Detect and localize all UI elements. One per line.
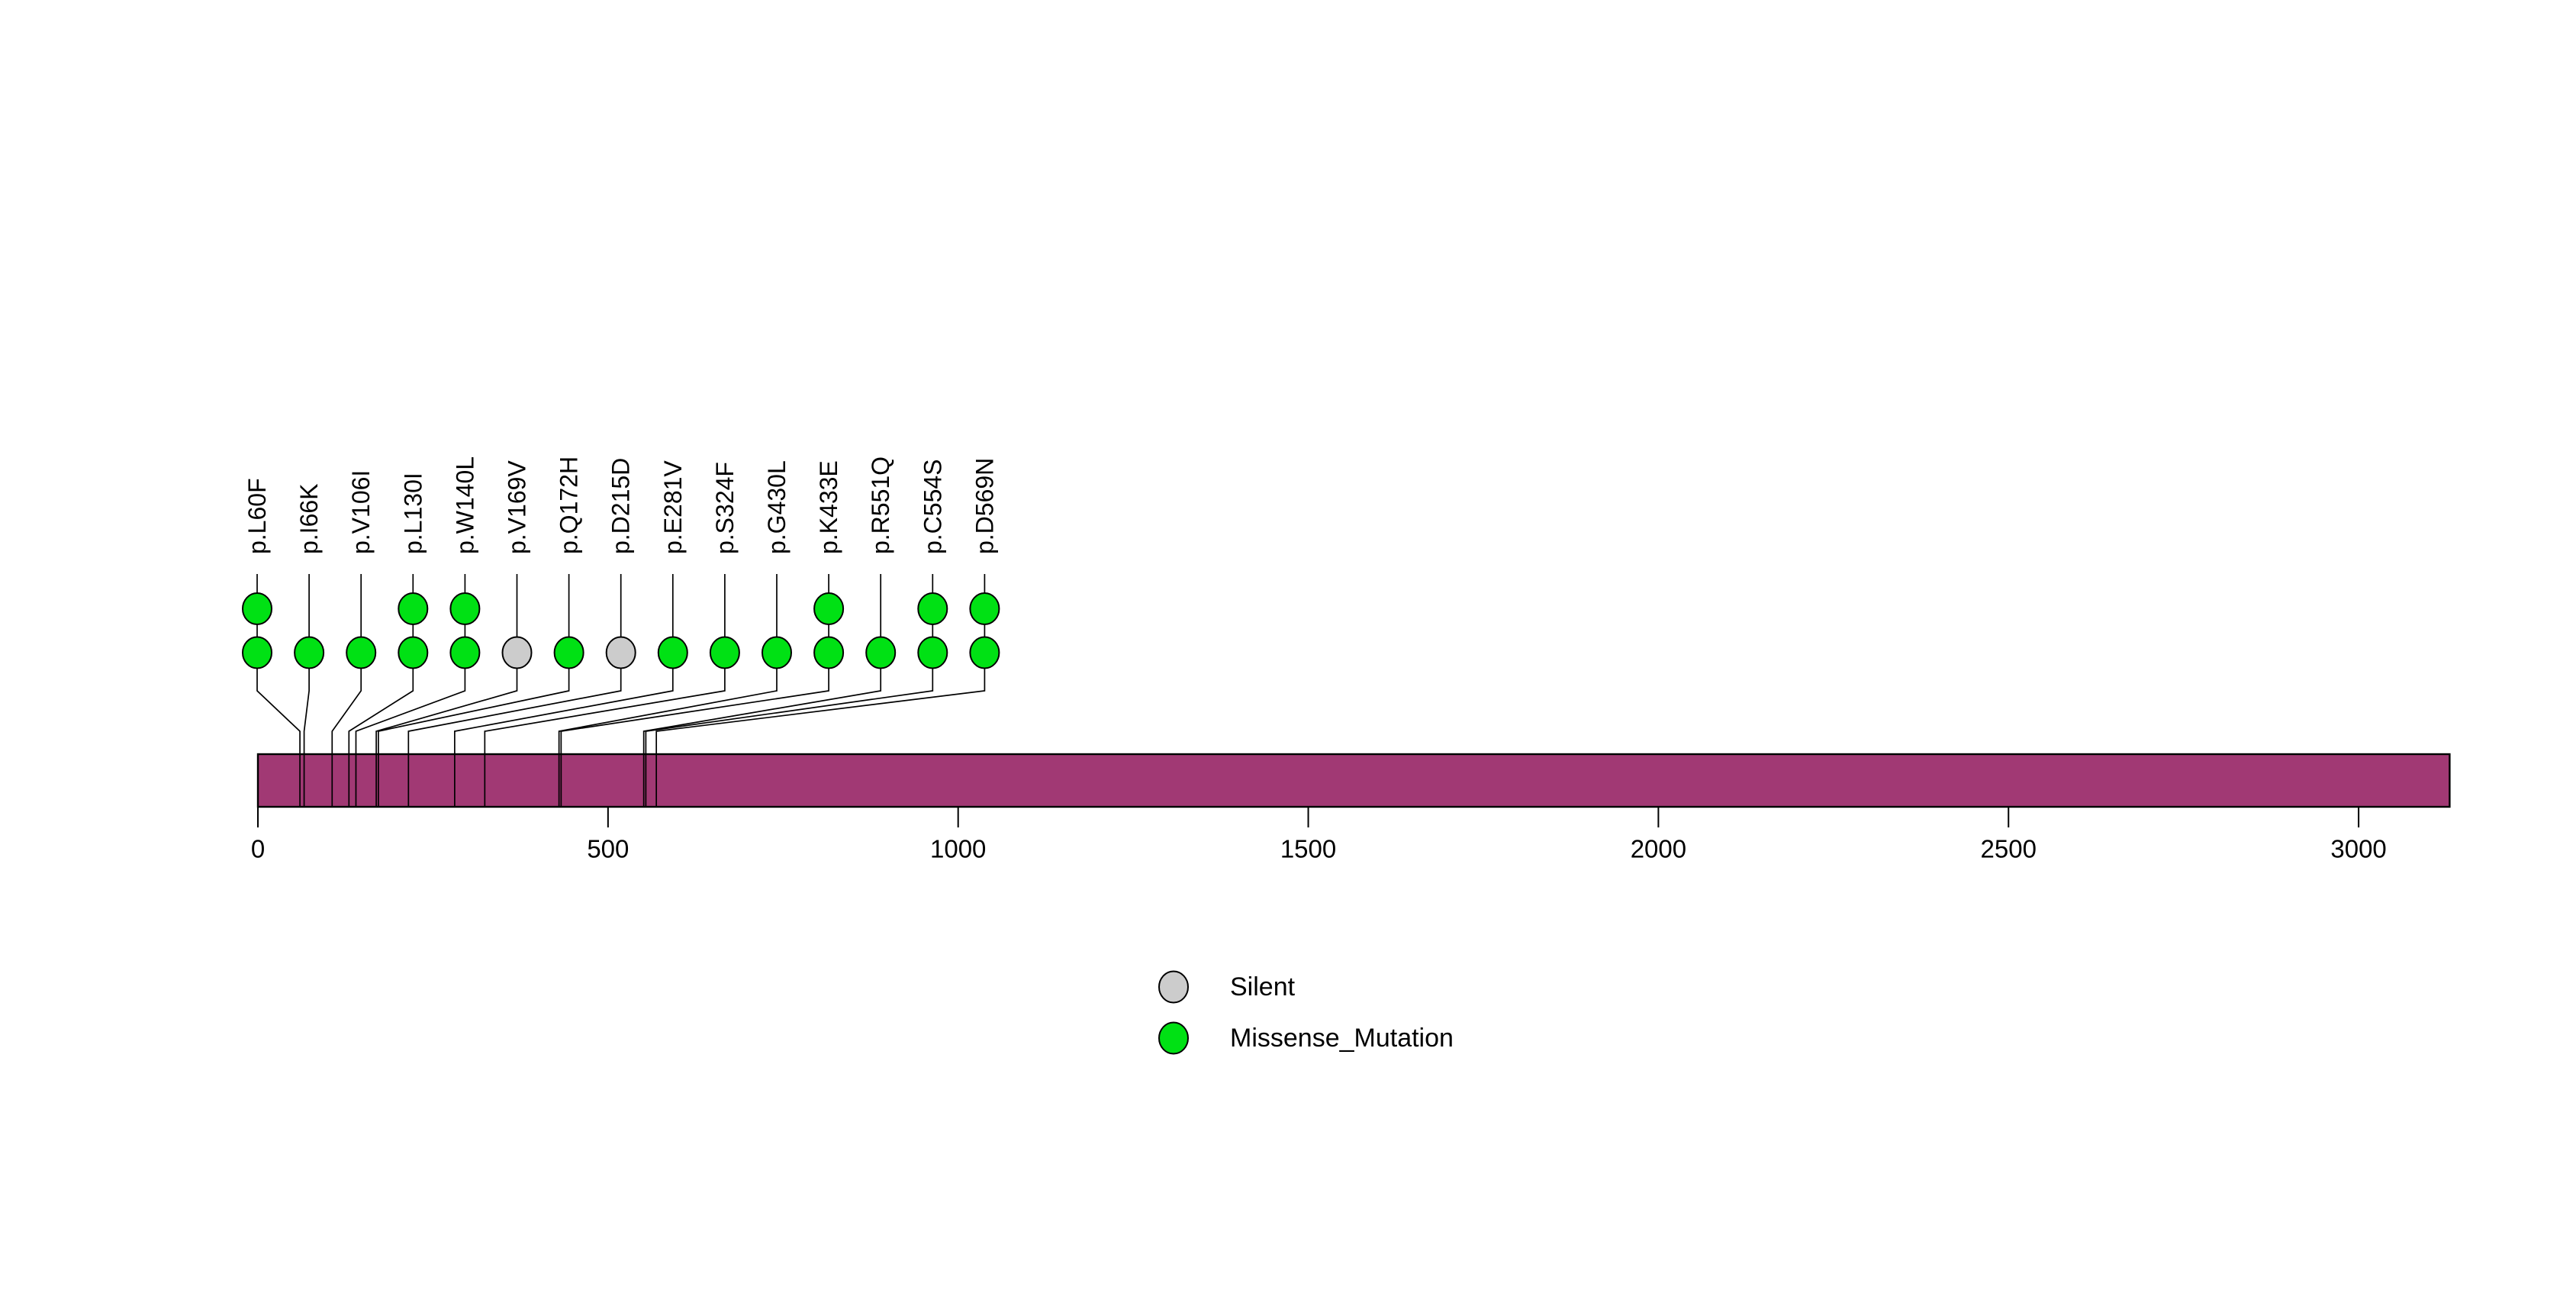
axis-tick-label: 0 bbox=[251, 835, 265, 863]
mutation-label-layer: p.L60F p.I66K p.V106I p.L130I p.W140L p.V169V… bbox=[243, 456, 998, 554]
mutation-circle-layer bbox=[242, 592, 1000, 669]
connector-line bbox=[303, 574, 310, 807]
mutation-circle[interactable] bbox=[657, 636, 688, 669]
mutation-label: p.V106I bbox=[347, 470, 375, 554]
mutation-circle[interactable] bbox=[917, 592, 948, 625]
mutation-circle[interactable] bbox=[553, 636, 584, 669]
x-axis: 0 500 1000 1500 2000 2500 3000 bbox=[251, 807, 2387, 863]
axis-tick-label: 3000 bbox=[2330, 835, 2386, 863]
protein-bar-layer bbox=[256, 753, 2451, 808]
legend: Silent Missense_Mutation bbox=[1158, 970, 1454, 1055]
axis-tick-label: 1000 bbox=[930, 835, 986, 863]
legend-swatch-circle bbox=[1158, 970, 1189, 1004]
mutation-label: p.V169V bbox=[504, 460, 531, 554]
axis-tick-label: 1500 bbox=[1280, 835, 1336, 863]
mutation-circle[interactable] bbox=[709, 636, 740, 669]
connector-line bbox=[355, 574, 466, 807]
connector-line bbox=[645, 574, 934, 807]
mutation-circle[interactable] bbox=[917, 636, 948, 669]
mutation-circle[interactable] bbox=[605, 636, 636, 669]
protein-bar bbox=[256, 753, 2451, 808]
connector-line bbox=[375, 574, 518, 807]
mutation-label: p.D569N bbox=[971, 458, 998, 554]
mutation-label: p.R551Q bbox=[867, 456, 894, 554]
mutation-label: p.K433E bbox=[815, 460, 842, 554]
legend-swatch-circle bbox=[1158, 1021, 1189, 1055]
connector-line bbox=[377, 574, 570, 807]
connector-line bbox=[407, 574, 622, 807]
axis-tick-label: 2000 bbox=[1631, 835, 1686, 863]
mutation-label: p.Q172H bbox=[555, 456, 583, 554]
connector-line bbox=[484, 574, 726, 807]
mutation-circle[interactable] bbox=[449, 636, 481, 669]
mutation-circle[interactable] bbox=[398, 592, 429, 625]
connector-line bbox=[642, 574, 882, 807]
mutation-circle[interactable] bbox=[969, 592, 1000, 625]
connector-line bbox=[560, 574, 829, 807]
axis-tick-label: 500 bbox=[587, 835, 629, 863]
mutation-circle[interactable] bbox=[398, 636, 429, 669]
legend-label: Silent bbox=[1230, 972, 1296, 1001]
mutation-circle[interactable] bbox=[813, 636, 845, 669]
mutation-circle[interactable] bbox=[813, 592, 845, 625]
mutation-label: p.W140L bbox=[451, 456, 478, 554]
connector-line bbox=[348, 574, 414, 807]
mutation-circle[interactable] bbox=[449, 592, 481, 625]
mutation-circle[interactable] bbox=[346, 636, 377, 669]
mutation-label: p.E281V bbox=[659, 460, 687, 554]
connector-line bbox=[454, 574, 674, 807]
mutation-circle[interactable] bbox=[242, 592, 272, 625]
connector-layer bbox=[256, 574, 986, 807]
mutation-label: p.S324F bbox=[711, 462, 739, 554]
mutation-label: p.L60F bbox=[243, 478, 271, 554]
mutation-label: p.D215D bbox=[607, 458, 635, 554]
mutation-label: p.I66K bbox=[295, 483, 323, 554]
legend-label: Missense_Mutation bbox=[1230, 1024, 1454, 1053]
mutation-circle[interactable] bbox=[242, 636, 272, 669]
mutation-circle[interactable] bbox=[762, 636, 792, 669]
connector-line bbox=[558, 574, 778, 807]
mutation-circle[interactable] bbox=[969, 636, 1000, 669]
connector-line bbox=[256, 574, 301, 807]
axis-tick-label: 2500 bbox=[1981, 835, 2037, 863]
mutation-circle[interactable] bbox=[865, 636, 897, 669]
connector-line bbox=[331, 574, 362, 807]
mutation-circle[interactable] bbox=[294, 636, 325, 669]
mutation-circle[interactable] bbox=[501, 636, 533, 669]
connector-line bbox=[655, 574, 986, 807]
mutation-label: p.G430L bbox=[763, 460, 791, 554]
mutation-label: p.L130I bbox=[399, 472, 427, 554]
mutation-label: p.C554S bbox=[919, 459, 946, 554]
